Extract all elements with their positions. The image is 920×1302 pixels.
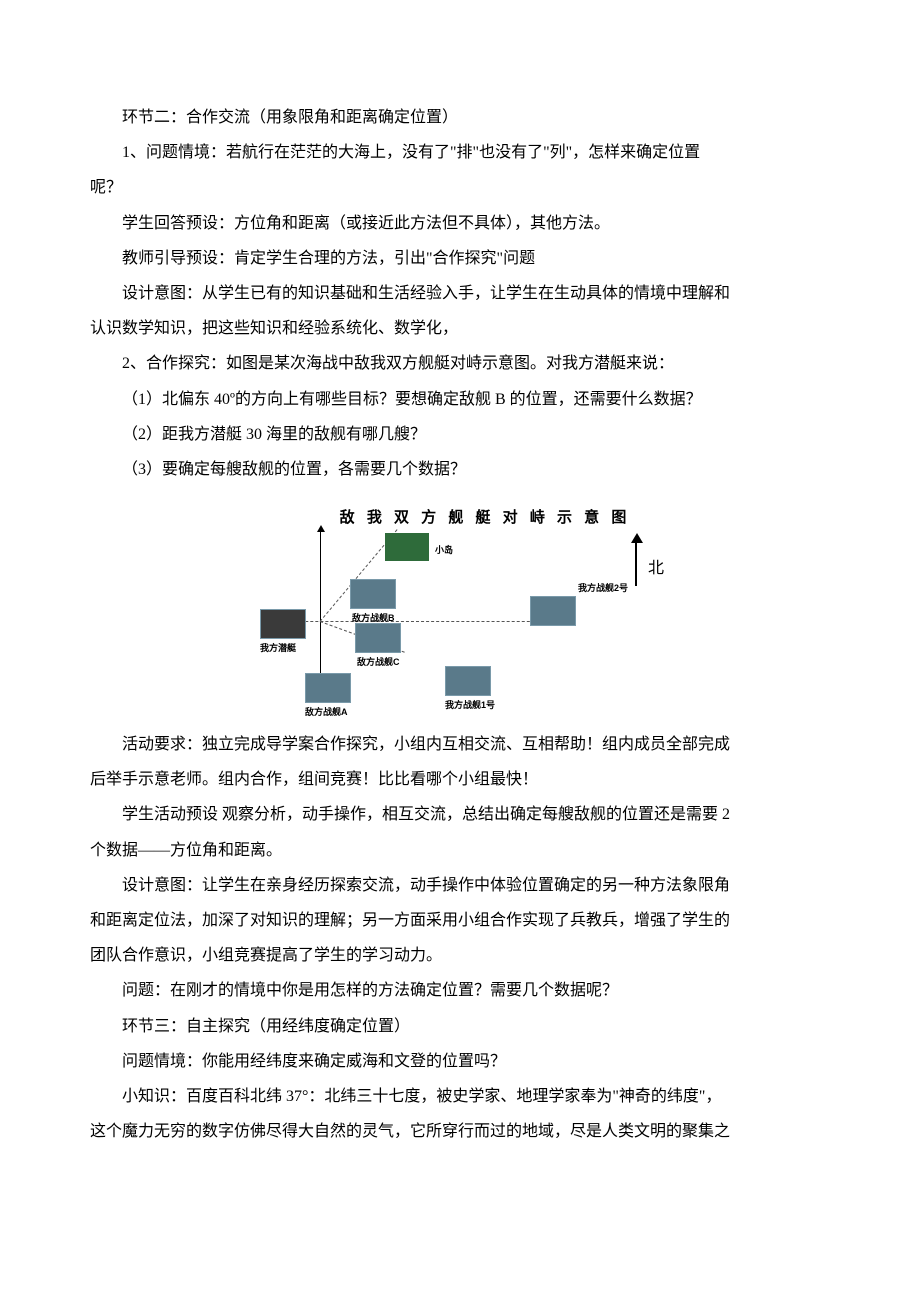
label-our-sub: 我方潜艇 [260,639,296,659]
paragraph: 1、问题情境：若航行在茫茫的大海上，没有了"排"也没有了"列"，怎样来确定位置 [90,135,830,170]
paragraph: 活动要求：独立完成导学案合作探究，小组内互相交流、互相帮助！组内成员全部完成 [90,727,830,762]
north-arrow-icon [635,541,637,586]
paragraph: 设计意图：让学生在亲身经历探索交流，动手操作中体验位置确定的另一种方法象限角 [90,868,830,903]
paragraph: 设计意图：从学生已有的知识基础和生活经验入手，让学生在生动具体的情境中理解和 [90,276,830,311]
enemy-c-icon [355,623,401,653]
axis-horizontal [270,621,560,622]
enemy-a-icon [305,673,351,703]
paragraph: 学生活动预设 观察分析，动手操作，相互交流，总结出确定每艘敌舰的位置还是需要 2 [90,797,830,832]
paragraph: 2、合作探究：如图是某次海战中敌我双方舰艇对峙示意图。对我方潜艇来说： [90,346,830,381]
label-enemy-c: 敌方战舰C [357,653,400,673]
our-ship1-icon [445,666,491,696]
document-page: 环节二：合作交流（用象限角和距离确定位置） 1、问题情境：若航行在茫茫的大海上，… [0,0,920,1302]
paragraph: 环节三：自主探究（用经纬度确定位置） [90,1009,830,1044]
paragraph: （1）北偏东 40º的方向上有哪些目标？要想确定敌舰 B 的位置，还需要什么数据… [90,382,830,417]
diagram-container: 敌 我 双 方 舰 艇 对 峙 示 意 图 小岛 我方潜艇 敌方战舰B 敌方战舰… [90,501,830,721]
paragraph: 团队合作意识，小组竞赛提高了学生的学习动力。 [90,938,830,973]
label-enemy-a: 敌方战舰A [305,703,348,723]
island-icon [385,533,429,561]
enemy-b-icon [350,579,396,609]
paragraph: 和距离定位法，加深了对知识的理解；另一方面采用小组合作实现了兵教兵，增强了学生的 [90,903,830,938]
label-north: 北 [648,551,664,586]
paragraph: 呢？ [90,170,830,205]
paragraph: 问题情境：你能用经纬度来确定威海和文登的位置吗？ [90,1044,830,1079]
label-our-ship1: 我方战舰1号 [445,696,495,716]
label-our-ship2: 我方战舰2号 [578,579,628,599]
paragraph: 这个魔力无穷的数字仿佛尽得大自然的灵气，它所穿行而过的地域，尽是人类文明的聚集之 [90,1114,830,1149]
paragraph: 小知识：百度百科北纬 37°：北纬三十七度，被史学家、地理学家奉为"神奇的纬度"… [90,1079,830,1114]
paragraph: 教师引导预设：肯定学生合理的方法，引出"合作探究"问题 [90,241,830,276]
our-submarine-icon [260,609,306,639]
naval-diagram: 敌 我 双 方 舰 艇 对 峙 示 意 图 小岛 我方潜艇 敌方战舰B 敌方战舰… [240,501,680,721]
paragraph: 问题：在刚才的情境中你是用怎样的方法确定位置？需要几个数据呢？ [90,973,830,1008]
paragraph: 个数据——方位角和距离。 [90,833,830,868]
paragraph: （2）距我方潜艇 30 海里的敌舰有哪几艘？ [90,417,830,452]
paragraph: 认识数学知识，把这些知识和经验系统化、数学化， [90,311,830,346]
label-island: 小岛 [435,541,453,561]
paragraph: （3）要确定每艘敌舰的位置，各需要几个数据？ [90,452,830,487]
paragraph: 后举手示意老师。组内合作，组间竞赛！比比看哪个小组最快！ [90,762,830,797]
paragraph: 学生回答预设：方位角和距离（或接近此方法但不具体），其他方法。 [90,206,830,241]
diagram-title: 敌 我 双 方 舰 艇 对 峙 示 意 图 [290,501,680,534]
our-ship2-icon [530,596,576,626]
paragraph: 环节二：合作交流（用象限角和距离确定位置） [90,100,830,135]
